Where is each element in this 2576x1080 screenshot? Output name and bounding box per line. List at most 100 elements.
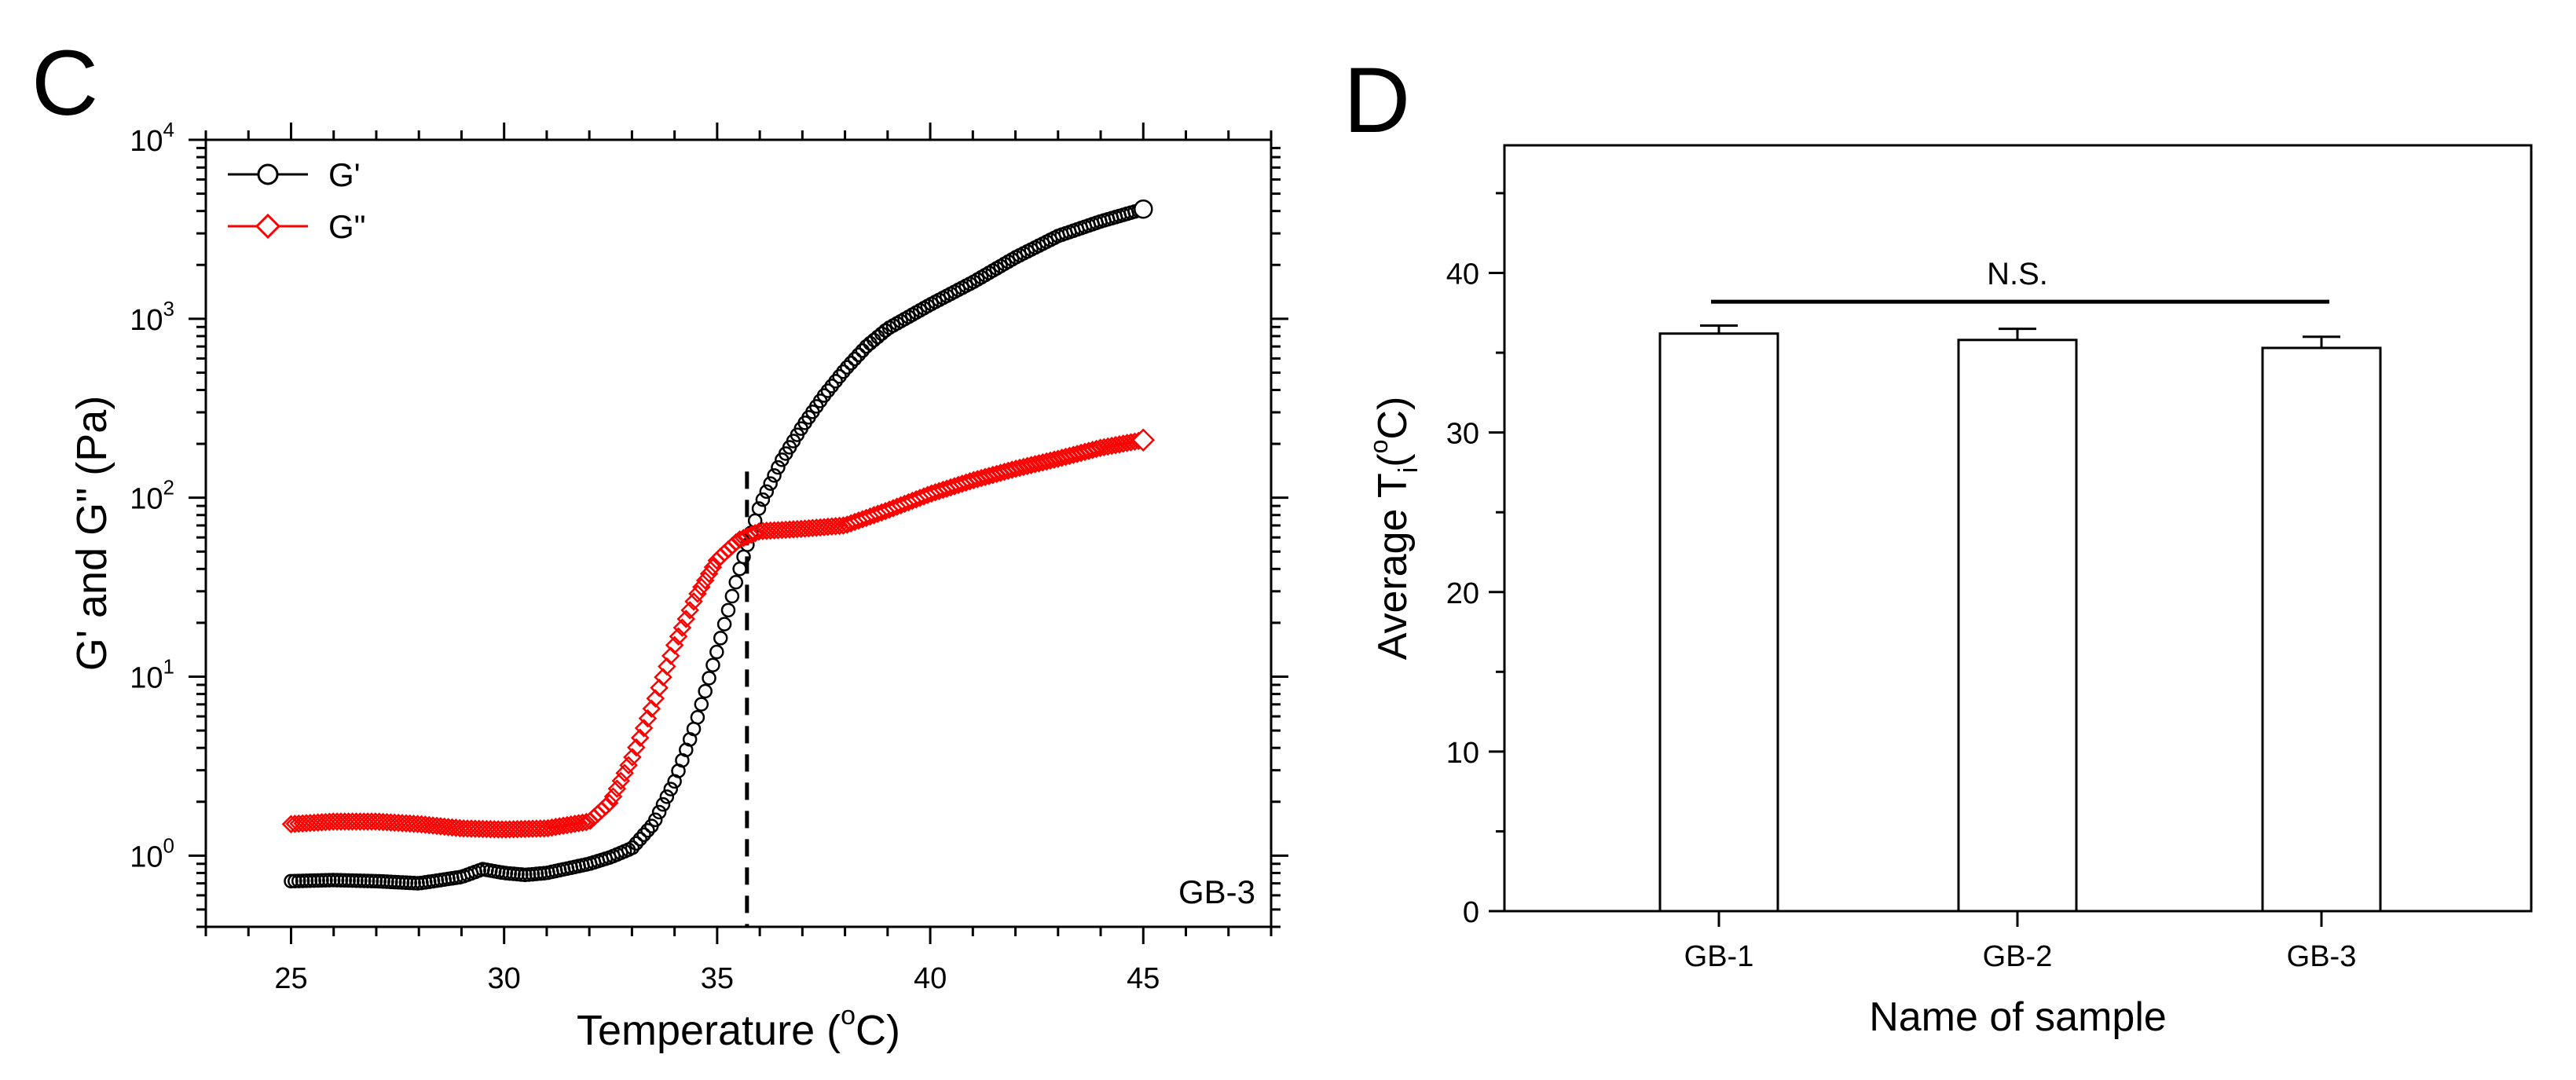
c-data-point-circle: [345, 873, 360, 888]
c-data-point-diamond: [699, 564, 719, 584]
c-data-point-circle: [291, 873, 306, 888]
c-data-point-circle: [751, 501, 767, 516]
c-data-point-diamond: [438, 818, 458, 837]
c-data-point-diamond: [703, 558, 723, 577]
c-data-point-circle: [360, 873, 376, 888]
c-data-point-diamond: [404, 815, 423, 833]
c-data-point-circle: [705, 657, 720, 672]
c-end-marker-diamond: [1131, 428, 1156, 452]
c-y-tick-exp: 2: [163, 476, 174, 500]
c-data-point-diamond: [450, 818, 470, 838]
c-data-point-diamond: [1006, 459, 1025, 478]
c-data-point-diamond: [596, 797, 615, 816]
d-y-tick-label: 0: [1463, 896, 1479, 929]
c-data-point-circle: [655, 796, 671, 812]
c-data-point-diamond: [1014, 457, 1033, 477]
d-plot-area: 0 10 20 30 40 GB-1 GB-2 GB-3 N.S. Name of sample A…: [1365, 144, 2533, 1040]
c-data-point-circle: [763, 476, 778, 491]
c-y-tick-exp: 1: [163, 655, 174, 679]
c-data-point-diamond: [377, 813, 397, 832]
c-data-point-diamond: [830, 516, 849, 536]
c-data-point-circle: [329, 873, 345, 888]
c-annotation-gb3: GB-3: [1178, 873, 1255, 910]
c-x-tick-label: 25: [274, 962, 307, 995]
c-y-tick-base: 10: [130, 125, 163, 158]
c-data-point-diamond: [611, 771, 631, 790]
c-data-point-circle: [724, 588, 740, 604]
c-data-point-circle: [659, 789, 675, 804]
d-y-tick-label: 10: [1446, 737, 1479, 770]
c-data-point-circle: [690, 710, 705, 725]
c-x-tick-label: 35: [701, 962, 734, 995]
c-data-point-circle: [840, 360, 855, 375]
c-data-point-diamond: [1083, 441, 1102, 459]
c-data-point-circle: [663, 782, 679, 796]
c-data-point-diamond: [599, 793, 619, 813]
c-data-point-diamond: [397, 814, 416, 833]
c-data-point-circle: [636, 827, 651, 842]
c-data-point-diamond: [695, 571, 715, 590]
c-data-point-diamond: [442, 818, 462, 837]
c-x-tick-label: 45: [1127, 962, 1160, 995]
c-data-point-circle: [855, 343, 870, 358]
c-end-marker-circle: [1134, 199, 1153, 219]
d-y-tick-label: 40: [1446, 258, 1479, 291]
d-x-tick-label: GB-3: [2287, 940, 2357, 973]
c-data-point-circle: [302, 873, 318, 888]
c-data-point-circle: [755, 492, 771, 507]
d-x-axis-label: Name of sample: [1869, 994, 2167, 1040]
panel-label-d: D: [1343, 49, 1410, 152]
c-data-point-circle: [284, 873, 299, 889]
d-y-axis-label-degree: o: [1365, 440, 1393, 454]
c-series-g-double-prime: [281, 428, 1156, 839]
c-y-tick-label: 101: [130, 655, 174, 695]
c-data-point-diamond: [654, 668, 672, 686]
c-data-point-circle: [628, 836, 644, 851]
c-data-point-diamond: [1017, 456, 1037, 476]
c-y-tick-label: 103: [130, 297, 174, 337]
c-data-point-circle: [732, 562, 747, 577]
c-x-tick-label: 30: [488, 962, 521, 995]
d-bar-gb-3: [2261, 346, 2382, 913]
c-data-point-diamond: [619, 756, 638, 775]
c-data-point-diamond: [692, 577, 711, 597]
c-data-point-circle: [847, 351, 863, 367]
c-x-axis-label: Temperature (oC): [577, 1001, 900, 1054]
c-y-tick-label: 102: [130, 476, 174, 516]
c-data-point-circle: [299, 873, 314, 888]
c-data-point-circle: [310, 873, 325, 888]
c-data-point-circle: [759, 484, 775, 500]
c-data-point-diamond: [389, 813, 408, 833]
c-x-tick-label: 40: [914, 962, 947, 995]
c-data-point-diamond: [607, 779, 627, 798]
d-y-axis-label: Average Ti(oC): [1365, 397, 1424, 661]
c-data-point-circle: [356, 873, 372, 888]
c-data-point-diamond: [431, 817, 450, 836]
c-data-point-diamond: [1037, 452, 1056, 471]
c-data-point-diamond: [1041, 451, 1060, 470]
c-data-point-diamond: [1029, 454, 1049, 473]
c-data-point-circle: [322, 873, 337, 888]
c-plot-frame: [204, 138, 1273, 928]
c-data-point-diamond: [427, 816, 446, 836]
c-data-point-diamond: [423, 816, 442, 835]
c-x-axis-label-degree: o: [841, 1001, 856, 1031]
c-data-point-circle: [713, 631, 728, 646]
c-data-point-diamond: [362, 812, 381, 831]
c-y-tick-base: 10: [130, 662, 163, 695]
c-x-axis-label-unit: C): [856, 1007, 900, 1054]
c-data-point-circle: [306, 873, 322, 888]
c-data-point-circle: [640, 822, 655, 838]
c-data-point-circle: [694, 697, 709, 712]
c-data-point-circle: [836, 364, 851, 379]
d-y-tick-label: 20: [1446, 577, 1479, 610]
d-y-tick-label: 30: [1446, 418, 1479, 451]
d-x-tick-label: GB-1: [1684, 940, 1754, 973]
c-data-point-circle: [349, 873, 364, 888]
c-data-point-circle: [767, 468, 782, 483]
c-x-axis-label-text: Temperature (: [577, 1007, 841, 1054]
c-data-point-diamond: [658, 657, 676, 676]
c-data-point-diamond: [646, 689, 665, 708]
c-data-point-diamond: [412, 815, 431, 834]
